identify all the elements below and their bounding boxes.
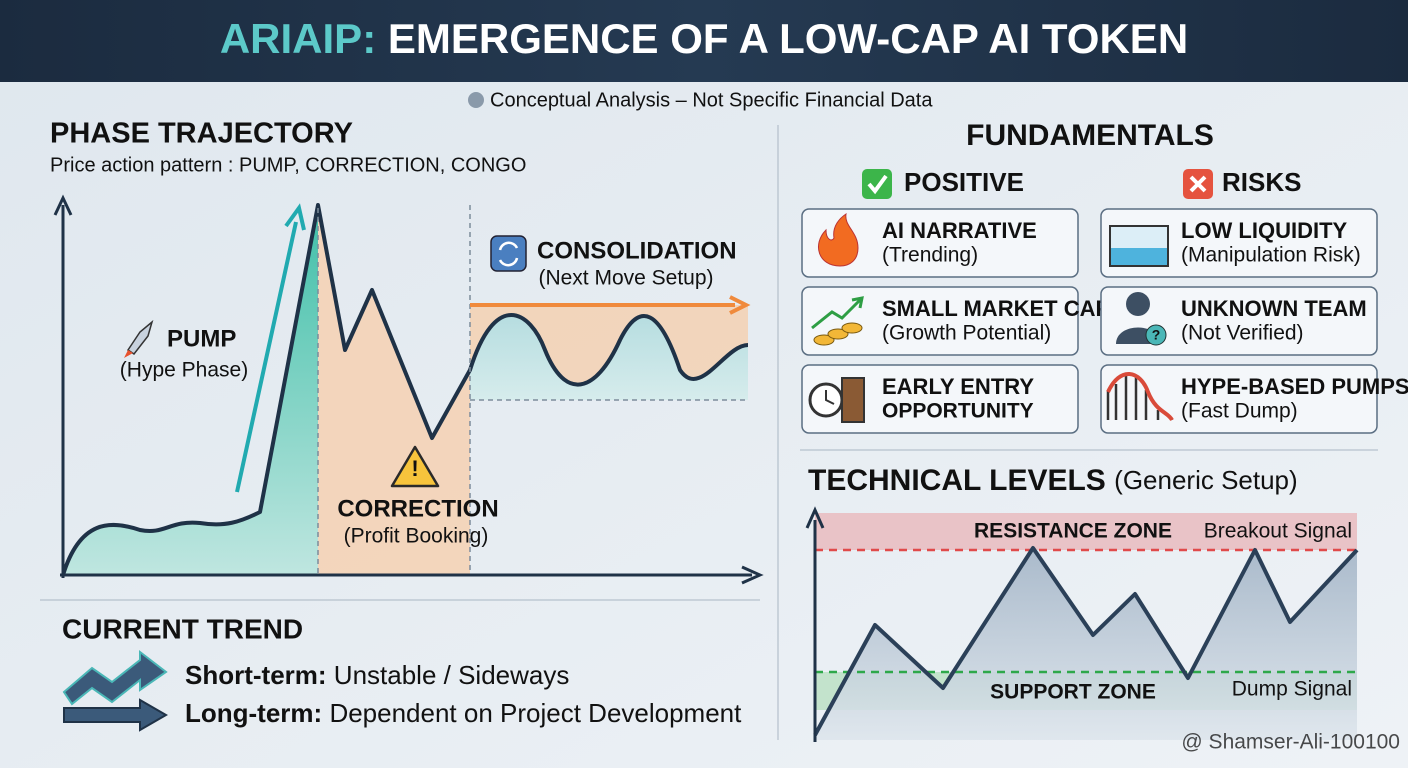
column-title: RISKS [1222, 167, 1301, 197]
coin-icon [813, 334, 835, 346]
trend-item: Long-term: Dependent on Project Developm… [185, 698, 742, 728]
coaster-track [1106, 372, 1174, 422]
subtitle-dot [468, 92, 484, 108]
cycle-arrows [498, 241, 519, 267]
card-note: OPPORTUNITY [882, 400, 1034, 423]
resistance-zone [815, 513, 1357, 550]
card [801, 286, 1079, 356]
card-label: SMALL MARKET CAP [882, 296, 1110, 321]
card-note: (Trending) [882, 244, 978, 267]
pump-area [63, 205, 318, 575]
header-bar [0, 0, 1408, 82]
phase-label: CORRECTION [337, 495, 498, 522]
watermark: @ Shamser-Ali-100100 [1181, 731, 1400, 754]
title-space [1106, 464, 1114, 497]
y-axis [53, 194, 73, 578]
check-mark [867, 174, 888, 195]
coin-icon [841, 322, 863, 334]
card-label: AI NARRATIVE [882, 218, 1037, 243]
x-axis [60, 565, 764, 585]
column-title: POSITIVE [904, 167, 1024, 197]
card-label: LOW LIQUIDITY [1181, 218, 1348, 243]
title-accent: ARIAIP: [220, 15, 376, 62]
question-mark: ? [1152, 327, 1161, 343]
section-title: CURRENT TREND [62, 613, 303, 644]
section-subtitle: Price action pattern : PUMP, CORRECTION,… [50, 154, 526, 176]
tech-line [813, 546, 1359, 736]
section-title: PHASE TRAJECTORY [50, 118, 353, 150]
trend-text: Dependent on Project Development [329, 698, 742, 728]
zone-label: SUPPORT ZONE [990, 681, 1156, 704]
fire-icon [818, 212, 859, 267]
tech-area [815, 548, 1357, 740]
phase-label: CONSOLIDATION [537, 237, 737, 264]
title-space [376, 15, 388, 62]
card-note: (Fast Dump) [1181, 400, 1298, 423]
trend-term: Short-term: [185, 660, 327, 690]
pump-arrow [235, 203, 306, 493]
title-note: (Generic Setup) [1114, 465, 1298, 495]
card-label: EARLY ENTRY [882, 374, 1034, 399]
signal-label: Dump Signal [1232, 678, 1352, 701]
card [1100, 208, 1378, 278]
question-icon [1145, 324, 1167, 346]
card [801, 364, 1079, 434]
consolidation-area [470, 315, 748, 400]
trend-space [327, 660, 334, 690]
title-main: TECHNICAL LEVELS [808, 464, 1106, 497]
clock-hands [825, 390, 835, 405]
short-term-icon [62, 649, 168, 706]
door-icon [841, 377, 865, 423]
warning-icon [390, 445, 440, 488]
card [801, 208, 1079, 278]
card-note: (Not Verified) [1181, 322, 1304, 345]
cycle-icon [490, 235, 527, 272]
warning-mark: ! [411, 456, 418, 481]
phase-note: (Profit Booking) [344, 525, 489, 548]
person-head [1126, 292, 1150, 316]
trend-space [322, 698, 329, 728]
card-note: (Manipulation Risk) [1181, 244, 1361, 267]
growth-arrow [811, 296, 864, 330]
phase-label: PUMP [167, 325, 236, 352]
trend-term: Long-term: [185, 698, 322, 728]
signal-label: Breakout Signal [1204, 520, 1352, 543]
x-mark [1189, 175, 1207, 193]
card-note: (Growth Potential) [882, 322, 1051, 345]
card-label: UNKNOWN TEAM [1181, 296, 1367, 321]
trend-text: Unstable / Sideways [334, 660, 570, 690]
card-label: HYPE-BASED PUMPS [1181, 374, 1408, 399]
title-text: EMERGENCE OF A LOW-CAP AI TOKEN [388, 15, 1188, 62]
tech-axis [805, 506, 825, 742]
water [1111, 248, 1167, 265]
phase-note: (Hype Phase) [120, 359, 248, 382]
price-line [61, 203, 749, 576]
phase-note: (Next Move Setup) [538, 267, 713, 290]
consolidation-arrow [470, 295, 751, 315]
rocket-flame [124, 350, 133, 358]
card [1100, 286, 1378, 356]
trend-item: Short-term: Unstable / Sideways [185, 660, 569, 690]
section-title: FUNDAMENTALS [966, 119, 1214, 152]
check-icon [862, 169, 892, 199]
long-term-icon [63, 698, 169, 732]
subtitle: Conceptual Analysis – Not Specific Finan… [490, 89, 933, 111]
section-title: TECHNICAL LEVELS (Generic Setup) [808, 464, 1298, 497]
rocket-icon [126, 319, 154, 356]
title: ARIAIP: EMERGENCE OF A LOW-CAP AI TOKEN [220, 15, 1188, 62]
coin-icon [827, 328, 849, 340]
zone-label: RESISTANCE ZONE [974, 520, 1172, 543]
